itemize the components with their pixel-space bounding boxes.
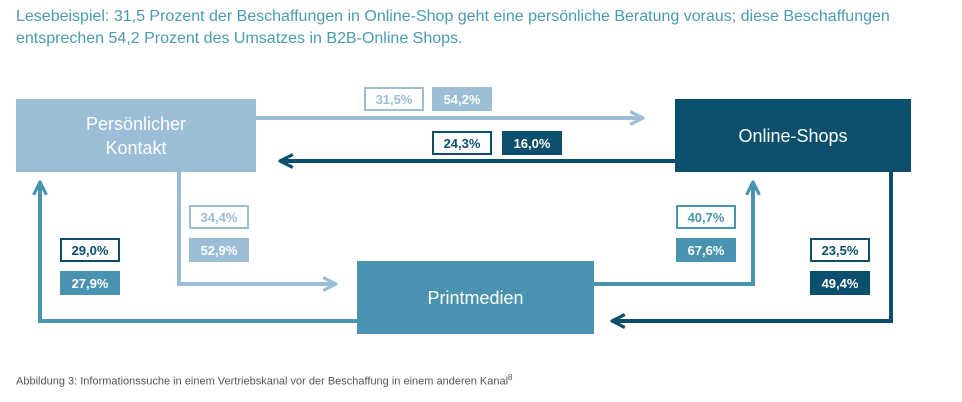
label-p2o-share: 31,5% (364, 87, 424, 111)
arrow-print-to-persoenlich (40, 182, 357, 323)
label-o2p-share: 24,3% (432, 131, 492, 155)
node-online-label: Online-Shops (738, 125, 848, 146)
label-o2print-share: 23,5% (810, 238, 870, 262)
intro-line-2: entsprechen 54,2 Prozent des Umsatzes in… (16, 30, 463, 47)
label-print2p-revenue: 27,9% (60, 271, 120, 295)
intro-line-1: Lesebeispiel: 31,5 Prozent der Beschaffu… (16, 8, 890, 25)
label-print2p-share: 29,0% (60, 238, 120, 262)
label-print2o-revenue: 67,6% (676, 238, 736, 262)
caption-text: Abbildung 3: Informationssuche in einem … (16, 375, 509, 388)
arrow-print-to-online (594, 182, 753, 286)
label-p2o-revenue: 54,2% (432, 87, 492, 111)
label-print2o-share: 40,7% (676, 205, 736, 229)
node-persoenlicher-kontakt: Persönlicher Kontakt (16, 99, 256, 172)
arrow-persoenlich-to-print (177, 172, 336, 284)
caption-footnote: 8 (508, 373, 513, 382)
figure-caption: Abbildung 3: Informationssuche in einem … (16, 373, 513, 388)
arrow-online-to-print (612, 172, 893, 321)
node-online-shops: Online-Shops (675, 99, 911, 172)
node-persoenlich-line-1: Persönlicher (85, 113, 187, 134)
label-p2print-share: 34,4% (189, 205, 249, 229)
label-o2print-revenue: 49,4% (810, 271, 870, 295)
node-persoenlich-line-2: Kontakt (105, 137, 167, 158)
intro-text: Lesebeispiel: 31,5 Prozent der Beschaffu… (16, 6, 951, 50)
node-printmedien: Printmedien (357, 261, 594, 334)
label-o2p-revenue: 16,0% (502, 131, 562, 155)
node-print-label: Printmedien (427, 287, 524, 308)
label-p2print-revenue: 52,9% (189, 238, 249, 262)
